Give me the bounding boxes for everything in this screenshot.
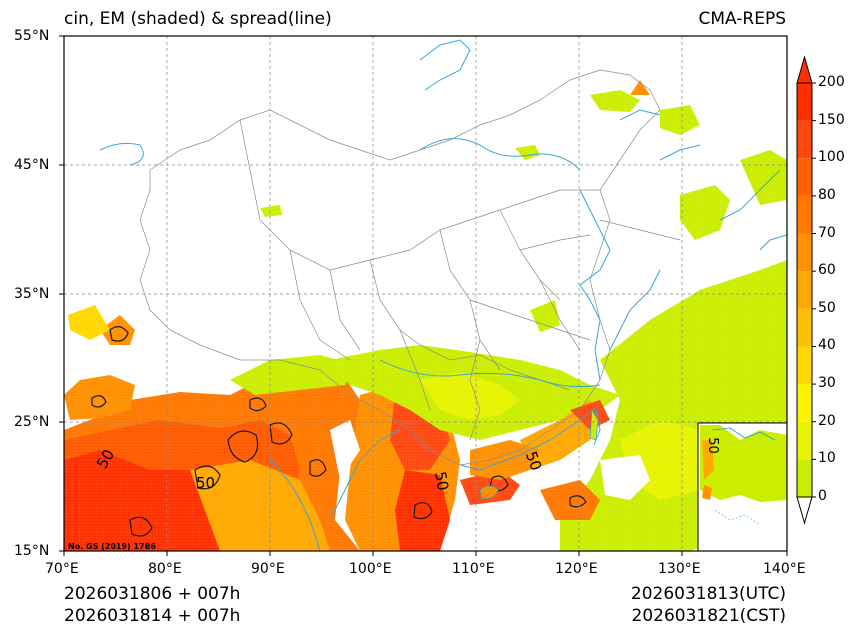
colorbar-max-arrow <box>796 55 813 84</box>
colorbar-segment <box>797 158 812 196</box>
init-time-line2: 2026031814 + 007h <box>64 606 241 626</box>
init-time-line1: 2026031806 + 007h <box>64 584 241 604</box>
contour-label: 50 <box>431 470 453 492</box>
valid-time-utc: 2026031813(UTC) <box>630 584 786 604</box>
colorbar-level-label: 20 <box>818 412 836 429</box>
lat-label: 45°N <box>14 157 50 173</box>
south-china-sea-inset <box>697 422 787 551</box>
colorbar-level-label: 80 <box>818 186 836 203</box>
taiwan-island <box>589 408 599 441</box>
colorbar-level-label: 70 <box>818 224 836 241</box>
colorbar-level-label: 50 <box>818 299 836 316</box>
colorbar-level-label: 150 <box>818 111 845 128</box>
colorbar-level-label: 60 <box>818 262 836 279</box>
contour-label: 50 <box>196 474 216 492</box>
colorbar-level-label: 10 <box>818 450 836 467</box>
map-title: cin, EM (shaded) & spread(line) <box>64 9 332 29</box>
lon-label: 90°E <box>251 561 285 577</box>
lon-label: 120°E <box>555 561 598 577</box>
colorbar-segment <box>797 346 812 385</box>
map-approval-number: No. GS (2019) 1786 <box>68 542 156 551</box>
colorbar-segment <box>797 233 812 272</box>
lat-label: 25°N <box>14 414 50 430</box>
lon-label: 80°E <box>148 561 182 577</box>
colorbar-level-label: 100 <box>818 149 845 166</box>
colorbar-segment <box>797 271 812 309</box>
colorbar-level-label: 30 <box>818 375 836 392</box>
colorbar-level-label: 0 <box>818 488 827 504</box>
lat-label: 15°N <box>14 543 50 559</box>
axis-ticks <box>59 35 788 556</box>
colorbar-segment <box>797 120 812 159</box>
colorbar <box>796 55 816 525</box>
colorbar-segment <box>797 384 812 422</box>
lon-label: 100°E <box>349 561 392 577</box>
lat-label: 35°N <box>14 286 50 302</box>
lon-label: 140°E <box>763 561 806 577</box>
spread-contours <box>91 326 717 537</box>
valid-time-cst: 2026031821(CST) <box>631 606 786 626</box>
model-name: CMA-REPS <box>698 9 786 29</box>
colorbar-segment <box>797 83 812 121</box>
lon-label: 70°E <box>45 561 79 577</box>
colorbar-level-label: 200 <box>818 74 845 90</box>
gridlines <box>64 36 787 551</box>
contour-label: 50 <box>704 437 720 454</box>
lon-label: 130°E <box>658 561 701 577</box>
hainan-island <box>479 485 499 499</box>
colorbar-min-arrow <box>796 496 813 525</box>
colorbar-segment <box>797 459 812 497</box>
colorbar-segment <box>797 421 812 460</box>
cin-shading <box>64 36 787 551</box>
colorbar-segment <box>797 195 812 234</box>
colorbar-level-label: 40 <box>818 337 836 354</box>
colorbar-segment <box>797 308 812 347</box>
lat-label: 55°N <box>14 28 50 44</box>
lon-label: 110°E <box>452 561 495 577</box>
colorbar-frame <box>796 82 813 498</box>
